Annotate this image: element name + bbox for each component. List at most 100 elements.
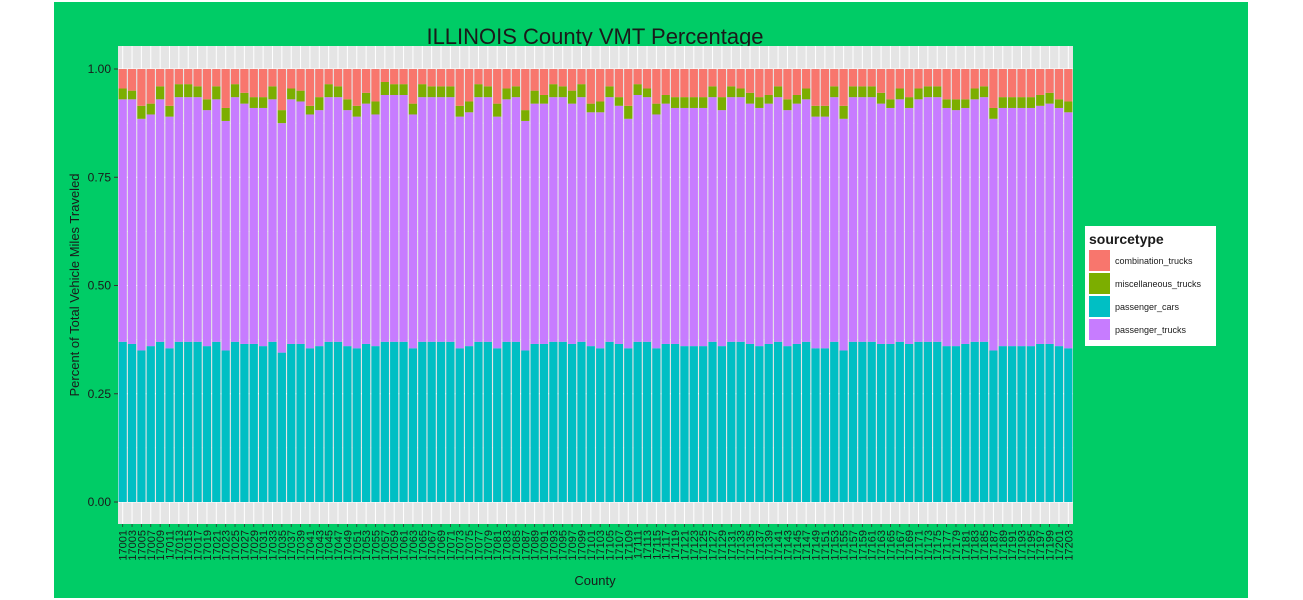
chart: ILLINOIS County VMT Percentage 0.000.250…	[54, 2, 1248, 598]
bar-segment-combination_trucks	[858, 69, 867, 87]
bar-segment-passenger_cars	[455, 348, 464, 502]
x-tick-label: 17131	[726, 530, 738, 561]
y-tick-label: 1.00	[88, 62, 112, 76]
x-tick-label: 17119	[670, 530, 682, 560]
bar-segment-miscellaneous_trucks	[1017, 97, 1026, 108]
legend-label: passenger_cars	[1115, 302, 1180, 312]
bar-segment-passenger_cars	[202, 346, 212, 502]
bar-segment-passenger_cars	[820, 348, 830, 502]
bar-segment-miscellaneous_trucks	[474, 84, 483, 98]
bar-segment-passenger_trucks	[773, 97, 783, 342]
y-tick-label: 0.25	[88, 387, 112, 401]
bar-segment-combination_trucks	[933, 69, 942, 87]
bar-segment-passenger_cars	[1017, 346, 1026, 502]
bar-segment-combination_trucks	[446, 69, 455, 87]
bar-segment-passenger_cars	[689, 346, 698, 502]
bar-segment-miscellaneous_trucks	[202, 99, 212, 111]
bar-segment-passenger_trucks	[483, 97, 492, 342]
x-tick-label: 17111	[633, 530, 645, 559]
bar-segment-passenger_trucks	[839, 118, 848, 351]
bar-segment-miscellaneous_trucks	[249, 97, 258, 108]
bar-segment-combination_trucks	[773, 69, 783, 87]
bar-segment-passenger_trucks	[296, 101, 305, 344]
x-tick-label: 17037	[286, 530, 298, 561]
bar-segment-passenger_trucks	[315, 110, 324, 347]
x-tick-label: 17057	[380, 530, 392, 561]
bar-segment-combination_trucks	[549, 69, 558, 85]
x-tick-label: 17183	[970, 530, 982, 561]
bar-segment-combination_trucks	[596, 69, 605, 102]
bar-segment-miscellaneous_trucks	[127, 90, 137, 100]
bar-segment-miscellaneous_trucks	[305, 105, 315, 115]
x-tick-label: 17199	[1045, 530, 1057, 561]
x-tick-label: 17139	[764, 530, 776, 561]
bar-segment-passenger_cars	[212, 341, 221, 502]
bar-segment-miscellaneous_trucks	[1054, 99, 1064, 108]
bar-segment-miscellaneous_trucks	[1064, 101, 1073, 113]
x-tick-label: 17107	[614, 530, 626, 561]
bar-segment-passenger_cars	[390, 341, 399, 502]
bar-segment-passenger_trucks	[380, 94, 389, 342]
bar-segment-passenger_trucks	[221, 120, 230, 351]
bar-segment-miscellaneous_trucks	[586, 103, 595, 113]
x-tick-label: 17149	[811, 530, 823, 561]
bar-segment-miscellaneous_trucks	[933, 86, 942, 98]
bar-segment-combination_trucks	[652, 69, 661, 104]
bar-segment-passenger_cars	[661, 343, 670, 502]
bar-segment-passenger_cars	[951, 346, 961, 502]
bar-segment-passenger_cars	[156, 341, 165, 502]
bar-segment-passenger_cars	[699, 346, 708, 502]
bar-segment-passenger_cars	[914, 341, 923, 502]
x-tick-label: 17061	[399, 530, 411, 561]
bar-segment-combination_trucks	[923, 69, 932, 87]
bar-segment-passenger_trucks	[427, 97, 436, 342]
bar-segment-passenger_cars	[886, 343, 895, 502]
x-axis: 1700117003170051700717009170111701317015…	[118, 524, 1075, 561]
bar-segment-passenger_trucks	[811, 116, 820, 349]
bar-segment-passenger_trucks	[895, 99, 904, 342]
bar-segment-combination_trucks	[361, 69, 371, 93]
y-axis-label: Percent of Total Vehicle Miles Traveled	[67, 173, 82, 396]
bar-segment-passenger_trucks	[371, 114, 380, 347]
bar-segment-passenger_trucks	[455, 116, 464, 349]
bar-segment-combination_trucks	[287, 69, 296, 89]
x-tick-label: 17163	[876, 530, 888, 561]
bar-segment-miscellaneous_trucks	[764, 94, 773, 104]
bar-segment-combination_trucks	[586, 69, 595, 104]
bar-segment-passenger_cars	[165, 348, 174, 502]
y-tick-label: 0.50	[88, 279, 112, 293]
bar-segment-combination_trucks	[979, 69, 989, 87]
bar-segment-miscellaneous_trucks	[352, 105, 361, 117]
bar-segment-miscellaneous_trucks	[792, 94, 801, 104]
bar-segment-miscellaneous_trucks	[642, 88, 652, 98]
bar-segment-passenger_trucks	[184, 97, 193, 342]
bar-segment-combination_trucks	[989, 69, 998, 108]
bar-segment-combination_trucks	[708, 69, 717, 87]
bar-segment-passenger_cars	[764, 343, 773, 502]
legend-title: sourcetype	[1089, 231, 1164, 247]
bar-segment-combination_trucks	[624, 69, 633, 106]
bar-segment-miscellaneous_trucks	[755, 97, 764, 108]
bar-segment-passenger_trucks	[886, 107, 895, 344]
bar-segment-combination_trucks	[727, 69, 736, 87]
bar-segment-combination_trucks	[1045, 69, 1054, 93]
bar-segment-passenger_trucks	[596, 112, 605, 349]
x-tick-label: 17161	[867, 530, 879, 561]
bar-segment-miscellaneous_trucks	[165, 105, 174, 117]
bar-segment-combination_trucks	[455, 69, 464, 106]
bar-segment-passenger_cars	[755, 346, 764, 502]
bar-segment-passenger_trucks	[905, 107, 914, 344]
bar-segment-combination_trucks	[895, 69, 904, 89]
x-tick-label: 17063	[408, 530, 420, 561]
bar-segment-miscellaneous_trucks	[1026, 97, 1035, 108]
bar-segment-passenger_cars	[343, 346, 352, 502]
bar-segment-passenger_cars	[830, 341, 839, 502]
x-tick-label: 17099	[576, 530, 588, 561]
bar-segment-passenger_cars	[521, 350, 530, 502]
bar-segment-miscellaneous_trucks	[146, 103, 155, 115]
bar-segment-passenger_trucks	[858, 97, 867, 342]
bar-segment-combination_trucks	[390, 69, 399, 85]
bar-segment-passenger_cars	[333, 341, 343, 502]
bar-segment-passenger_cars	[221, 350, 230, 502]
bar-segment-combination_trucks	[539, 69, 549, 95]
